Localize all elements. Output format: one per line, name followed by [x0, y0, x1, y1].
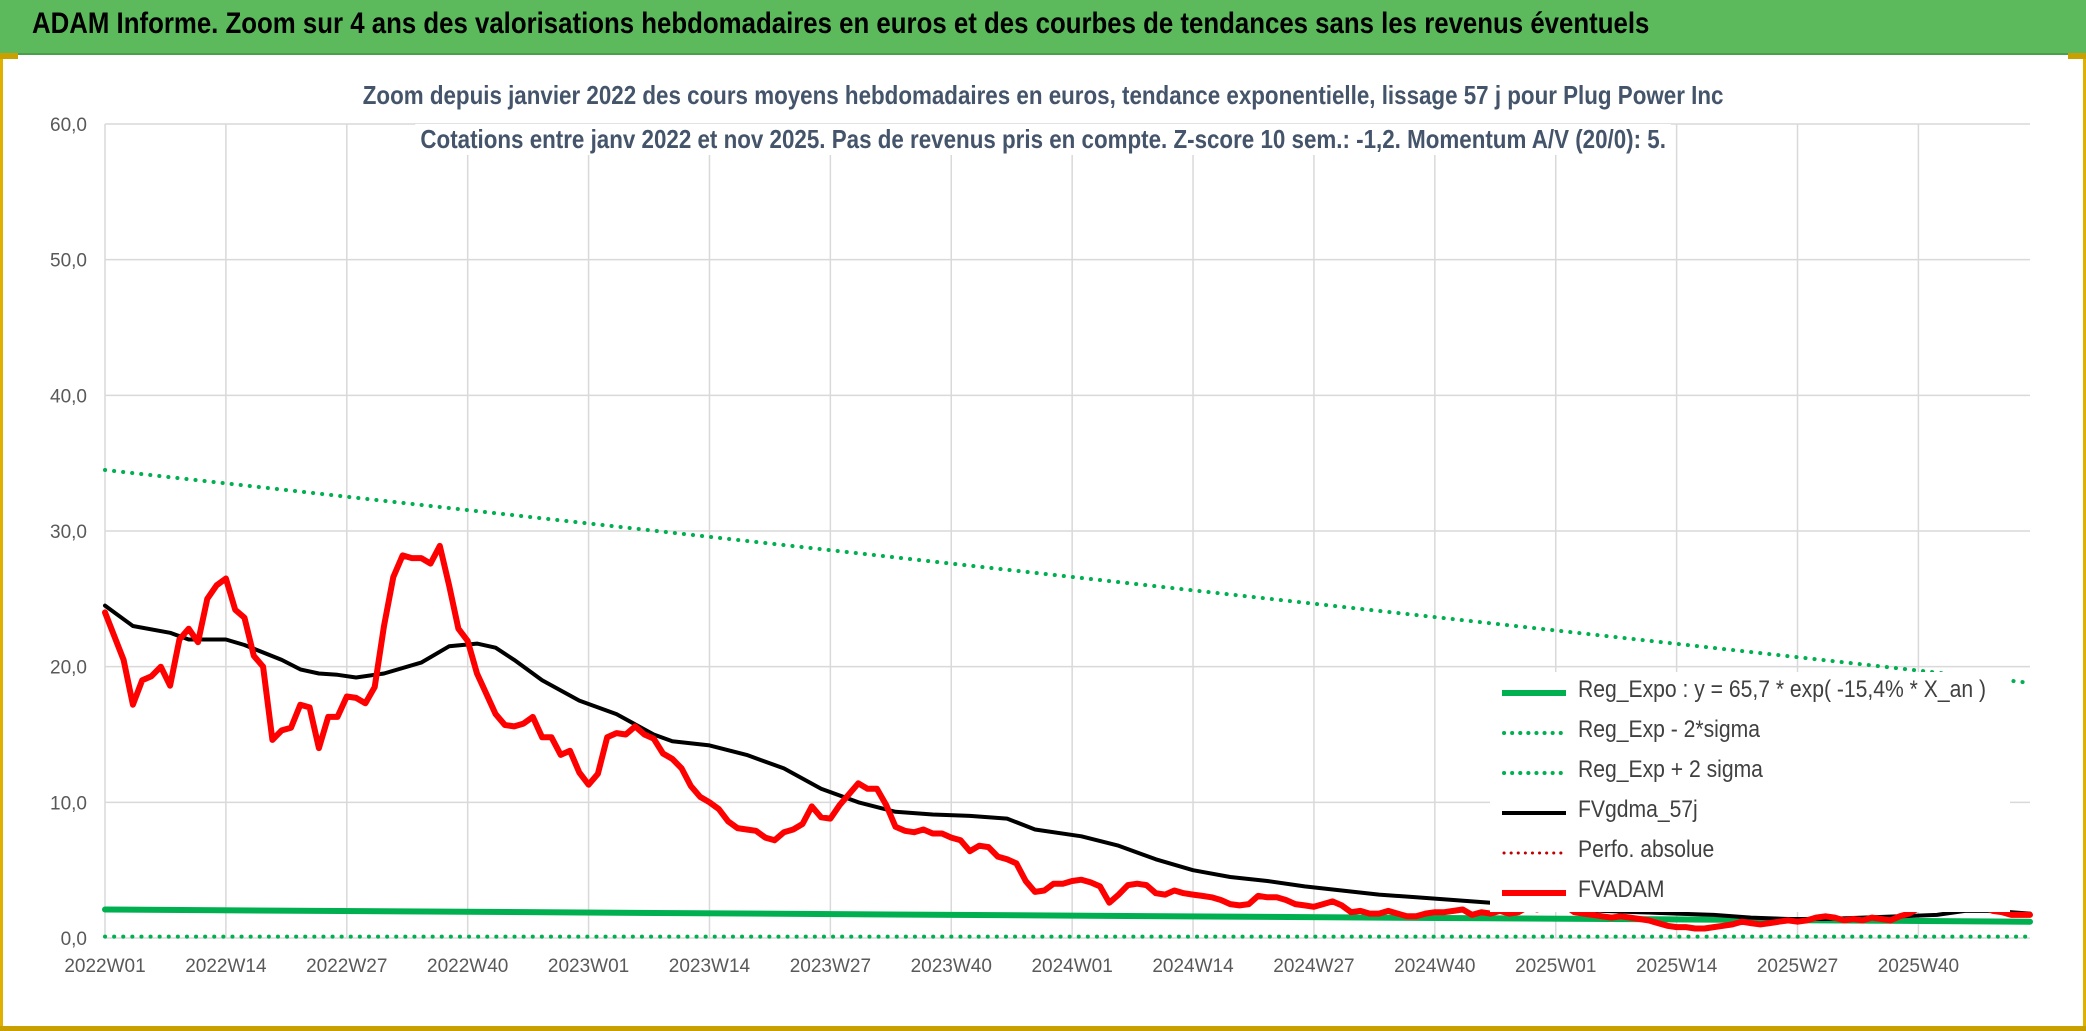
legend-label: FVgdma_57j [1578, 796, 1698, 823]
legend-item-perfo: Perfo. absolue [1502, 836, 2002, 872]
x-tick-label: 2023W14 [669, 956, 751, 977]
y-tick-label: 40,0 [50, 386, 87, 407]
y-tick-label: 0,0 [61, 929, 87, 950]
legend-label: FVADAM [1578, 876, 1665, 903]
bottom-accent-line [0, 1026, 2086, 1031]
legend-label: Reg_Exp + 2 sigma [1578, 756, 1763, 783]
x-tick-label: 2025W27 [1757, 956, 1838, 977]
legend-swatch-dotted-red [1502, 851, 1568, 855]
x-tick-label: 2023W40 [911, 956, 992, 977]
legend-swatch-solid-red [1502, 890, 1566, 896]
chart-title-text: Zoom depuis janvier 2022 des cours moyen… [357, 80, 1729, 111]
x-tick-label: 2023W27 [790, 956, 871, 977]
corner-accent-right [2068, 53, 2086, 59]
x-tick-label: 2024W14 [1152, 956, 1234, 977]
legend-swatch-solid-green [1502, 690, 1566, 696]
series-reg-expo [102, 906, 2033, 925]
chart-subtitle-text: Cotations entre janv 2022 et nov 2025. P… [415, 124, 1671, 155]
x-tick-label: 2022W14 [185, 956, 267, 977]
report-banner: ADAM Informe. Zoom sur 4 ans des valoris… [0, 0, 2086, 55]
y-axis-ticks: 0,0 10,0 20,0 30,0 40,0 50,0 60,0 [50, 115, 87, 950]
series-fvgdma-57j [103, 603, 2032, 921]
x-tick-label: 2024W01 [1031, 956, 1112, 977]
x-tick-label: 2023W01 [548, 956, 629, 977]
report-title: ADAM Informe. Zoom sur 4 ans des valoris… [32, 7, 1650, 40]
x-tick-label: 2022W01 [64, 956, 145, 977]
legend-item-reg-exp-plus: Reg_Exp + 2 sigma [1502, 756, 2002, 792]
y-tick-label: 30,0 [50, 522, 87, 543]
x-tick-label: 2025W01 [1515, 956, 1596, 977]
legend-swatch-dotted-green [1502, 771, 1568, 775]
y-tick-label: 20,0 [50, 658, 87, 679]
corner-accent-left [0, 53, 18, 59]
x-tick-label: 2025W14 [1636, 956, 1718, 977]
y-tick-label: 50,0 [50, 251, 87, 272]
x-axis-ticks: 2022W01 2022W14 2022W27 2022W40 2023W01 2023W… [64, 956, 1959, 977]
x-tick-label: 2022W27 [306, 956, 387, 977]
chart-title: Zoom depuis janvier 2022 des cours moyen… [0, 80, 2086, 111]
legend-item-reg-expo: Reg_Expo : y = 65,7 * exp( -15,4% * X_an… [1502, 676, 2002, 712]
x-tick-label: 2025W40 [1878, 956, 1959, 977]
legend-item-fvadam: FVADAM [1502, 876, 2002, 912]
legend-item-reg-exp-minus: Reg_Exp - 2*sigma [1502, 716, 2002, 752]
chart-legend: Reg_Expo : y = 65,7 * exp( -15,4% * X_an… [1490, 672, 2010, 912]
y-tick-label: 10,0 [50, 793, 87, 814]
legend-label: Reg_Expo : y = 65,7 * exp( -15,4% * X_an… [1578, 676, 1986, 703]
legend-label: Reg_Exp - 2*sigma [1578, 716, 1760, 743]
series-layer [102, 468, 2033, 939]
legend-item-fvgdma: FVgdma_57j [1502, 796, 2002, 832]
legend-swatch-solid-black [1502, 811, 1566, 815]
series-fvadam [102, 542, 2033, 932]
x-tick-label: 2024W40 [1394, 956, 1475, 977]
y-tick-label: 60,0 [50, 115, 87, 136]
x-tick-label: 2022W40 [427, 956, 508, 977]
chart-subtitle: Cotations entre janv 2022 et nov 2025. P… [0, 124, 2086, 155]
legend-swatch-dotted-green [1502, 731, 1568, 735]
legend-label: Perfo. absolue [1578, 836, 1715, 863]
x-tick-label: 2024W27 [1273, 956, 1354, 977]
